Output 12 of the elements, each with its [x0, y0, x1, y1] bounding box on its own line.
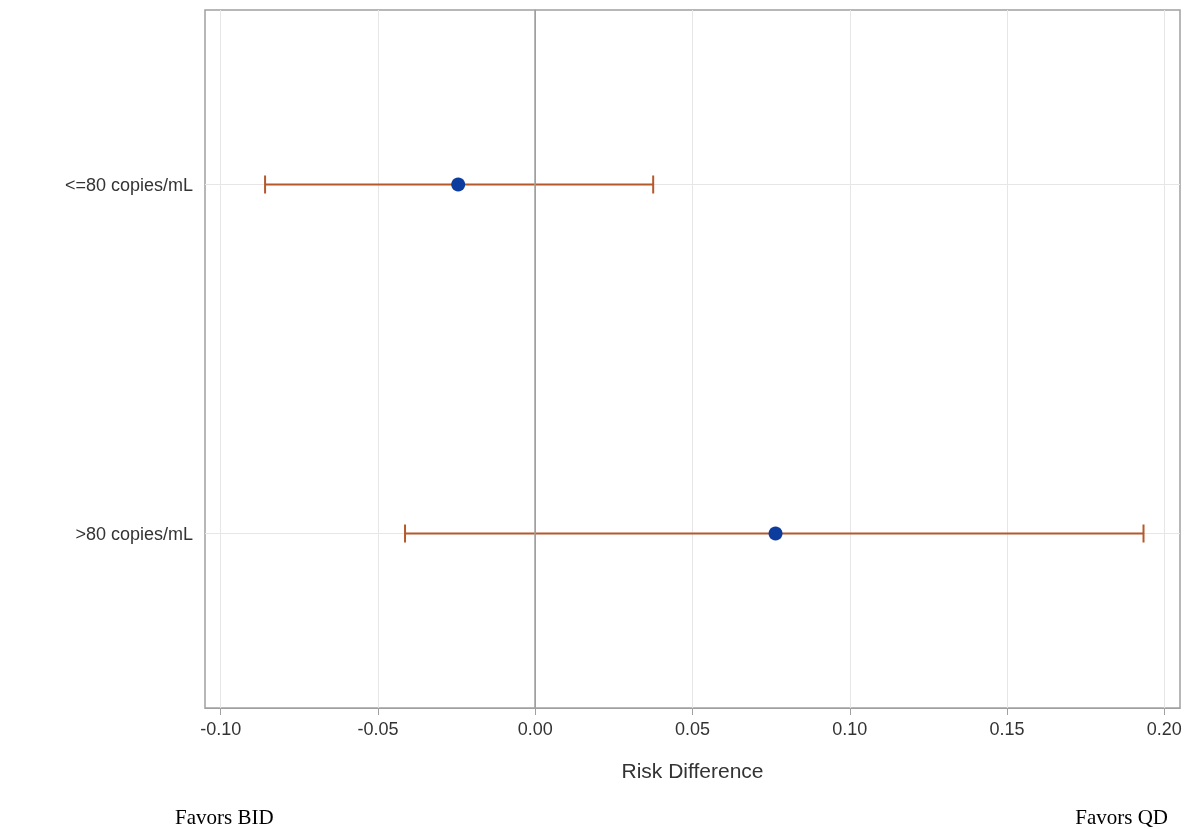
x-tick-label: -0.05 [357, 719, 399, 739]
x-axis-title: Risk Difference [621, 759, 764, 782]
x-tick-label: 0.10 [832, 719, 868, 739]
x-tick-label: 0.15 [989, 719, 1025, 739]
text: Favors QD [1075, 804, 1168, 829]
x-tick-label: -0.10 [200, 719, 242, 739]
text: Favors BID [175, 804, 274, 829]
y-tick-label: >80 copies/mL [75, 523, 193, 544]
x-tick-label: 0.20 [1146, 719, 1182, 739]
x-tick-label: 0.05 [674, 719, 711, 739]
y-tick-label: <=80 copies/mL [64, 174, 193, 195]
x-tick-label: 0.00 [517, 719, 553, 739]
